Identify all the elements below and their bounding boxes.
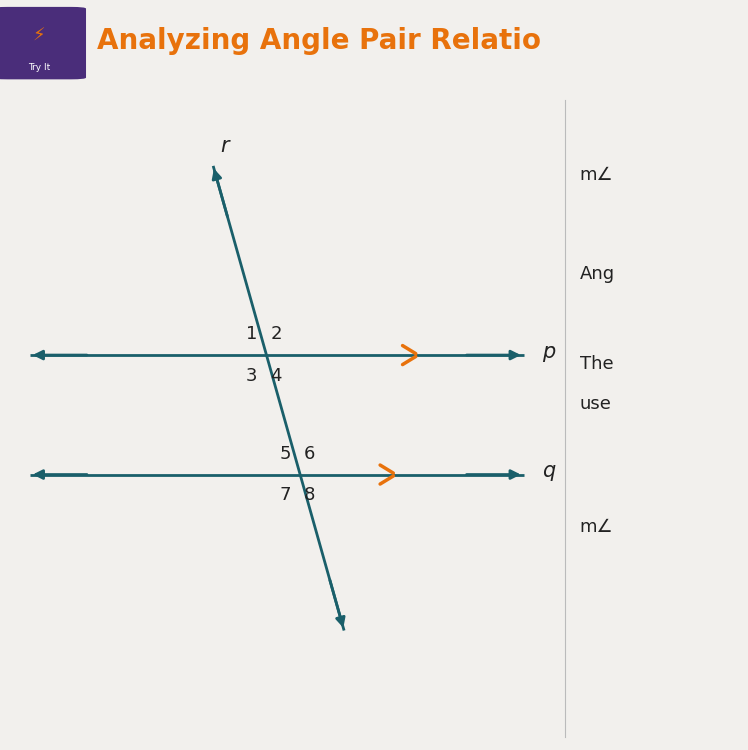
Text: 4: 4 xyxy=(270,367,282,385)
Text: r: r xyxy=(221,136,230,156)
Text: 7: 7 xyxy=(279,486,291,504)
Text: use: use xyxy=(580,395,612,413)
Text: 3: 3 xyxy=(245,367,257,385)
Text: Ang: Ang xyxy=(580,266,615,284)
Text: ⚡: ⚡ xyxy=(33,27,46,45)
Text: p: p xyxy=(542,342,556,362)
Text: The: The xyxy=(580,355,613,373)
Text: 1: 1 xyxy=(246,326,257,344)
Text: m∠: m∠ xyxy=(580,518,613,536)
FancyBboxPatch shape xyxy=(0,7,86,80)
Text: 8: 8 xyxy=(304,486,315,504)
Text: Analyzing Angle Pair Relatio: Analyzing Angle Pair Relatio xyxy=(97,28,542,56)
Text: 5: 5 xyxy=(279,445,291,463)
Text: 2: 2 xyxy=(270,326,282,344)
Text: q: q xyxy=(542,461,556,482)
Text: m∠: m∠ xyxy=(580,166,613,184)
Text: Try It: Try It xyxy=(28,63,50,72)
Text: 6: 6 xyxy=(304,445,315,463)
